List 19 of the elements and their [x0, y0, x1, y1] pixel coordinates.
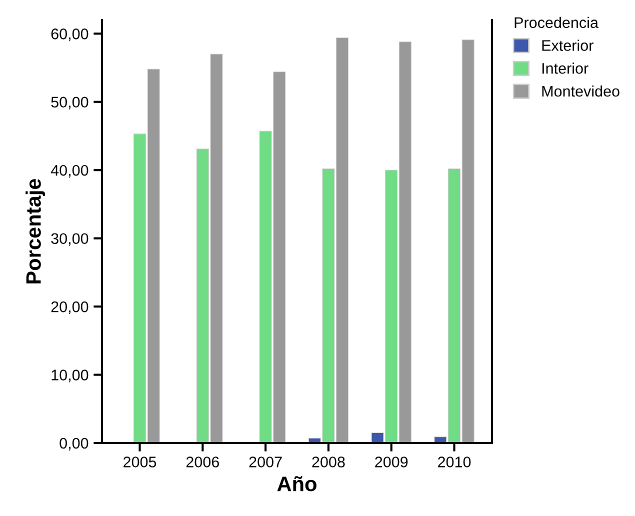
x-tick-label: 2010 [438, 456, 471, 468]
x-tick-label: 2006 [186, 456, 219, 468]
y-tick-label: 40,00 [50, 164, 88, 178]
y-tick-label: 0,00 [60, 438, 88, 450]
y-tick-label: 10,00 [52, 370, 88, 382]
y-tick-label: 50,00 [51, 96, 88, 110]
x-axis-title: Año [277, 476, 316, 492]
legend-label: Exterior [542, 40, 594, 51]
y-tick-label: 60,00 [51, 28, 88, 42]
legend-title: Procedencia [514, 16, 598, 28]
y-tick-label: 30,00 [51, 233, 88, 246]
x-tick-label: 2009 [375, 456, 408, 468]
x-tick-label: 2008 [312, 456, 345, 468]
legend-label: Montevideo [542, 85, 620, 97]
y-tick-label: 20,00 [51, 301, 88, 314]
y-axis-title: Porcentaje [26, 178, 46, 284]
x-tick-label: 2007 [249, 456, 282, 468]
x-tick-label: 2005 [124, 456, 156, 468]
legend-label: Interior [542, 62, 588, 74]
